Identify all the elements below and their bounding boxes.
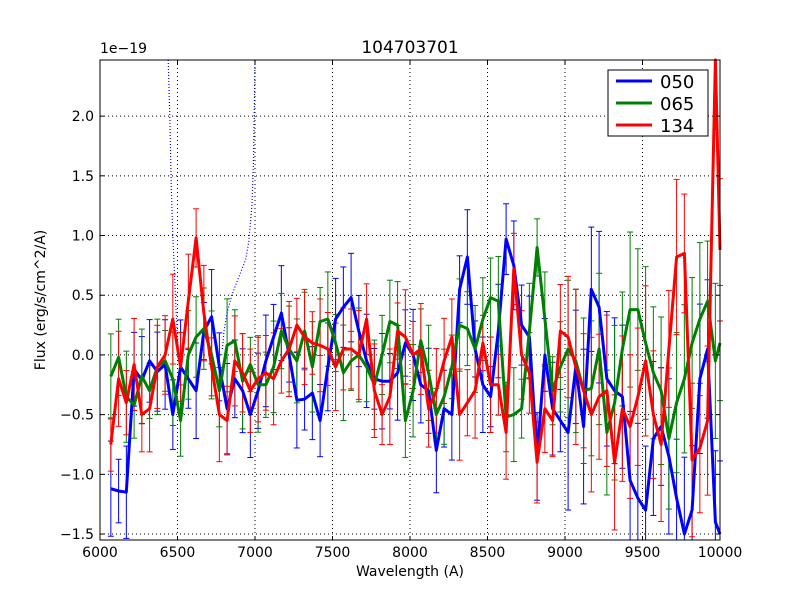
legend-label-065: 065 bbox=[660, 94, 694, 115]
model-curve-right bbox=[221, 59, 256, 350]
x-tick-label: 6500 bbox=[160, 545, 196, 561]
legend: 050 065 134 bbox=[607, 69, 709, 137]
x-axis-label: Wavelength (A) bbox=[356, 564, 464, 580]
x-tick-label: 7500 bbox=[315, 545, 351, 561]
series-line-134 bbox=[109, 58, 722, 464]
series-line-065 bbox=[109, 246, 722, 440]
x-tick-label: 8500 bbox=[470, 545, 506, 561]
x-tick-label: 6000 bbox=[82, 545, 118, 561]
y-tick-label: 2.0 bbox=[72, 109, 94, 125]
y-axis-ticks: −1.5 −1.0 −0.5 0.0 0.5 1.0 1.5 2.0 bbox=[60, 109, 720, 543]
x-tick-label: 8000 bbox=[392, 545, 428, 561]
y-tick-label: 0.0 bbox=[72, 348, 94, 364]
legend-label-134: 134 bbox=[660, 116, 694, 137]
x-tick-label: 10000 bbox=[698, 545, 743, 561]
legend-label-050: 050 bbox=[660, 72, 694, 93]
y-tick-label: 1.0 bbox=[72, 229, 94, 245]
y-tick-label: −1.0 bbox=[60, 467, 94, 483]
x-tick-label: 9000 bbox=[547, 545, 583, 561]
x-tick-label: 9500 bbox=[625, 545, 661, 561]
y-tick-label: 1.5 bbox=[72, 169, 94, 185]
x-axis-ticks: 6000 6500 7000 7500 8000 8500 9000 9500 10000 bbox=[82, 60, 742, 561]
dotted-model-curve bbox=[167, 59, 256, 368]
series-lines bbox=[109, 58, 722, 536]
y-axis-label: Flux (erg/s/cm^2/A) bbox=[33, 230, 49, 370]
x-tick-label: 7000 bbox=[237, 545, 273, 561]
y-tick-label: 0.5 bbox=[72, 288, 94, 304]
chart-title: 104703701 bbox=[361, 38, 458, 58]
y-tick-label: −1.5 bbox=[60, 527, 94, 543]
y-offset-text: 1e−19 bbox=[100, 41, 147, 57]
y-tick-label: −0.5 bbox=[60, 408, 94, 424]
